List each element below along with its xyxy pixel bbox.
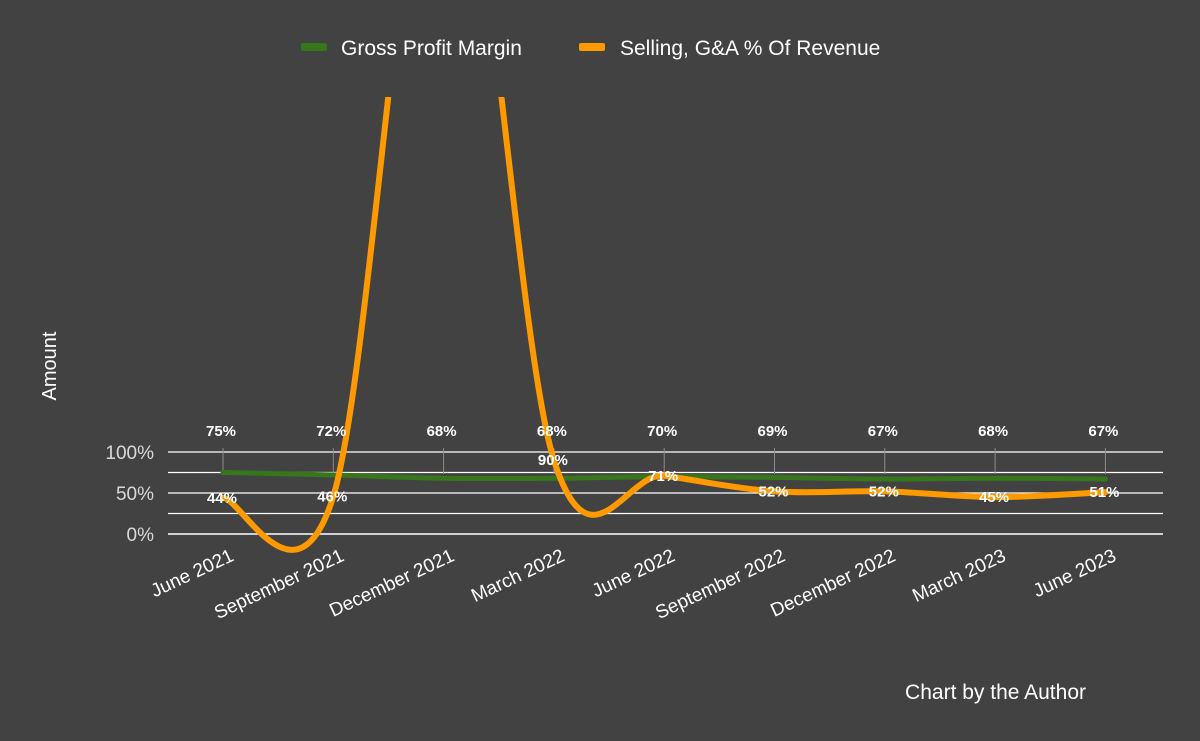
data-label-gross-profit: 67% (1088, 423, 1118, 440)
data-label-sga: 90% (538, 452, 568, 469)
x-tick-label: December 2022 (768, 545, 899, 621)
y-axis-title: Amount (39, 331, 61, 400)
series-lines (220, 97, 1109, 553)
data-label-sga: 52% (869, 483, 899, 500)
y-tick-label: 50% (116, 484, 154, 505)
x-tick-label: December 2021 (326, 545, 457, 621)
data-label-gross-profit: 72% (316, 423, 346, 440)
y-tick-label: 0% (127, 525, 155, 546)
data-label-sga: 51% (1089, 484, 1119, 501)
data-label-sga: 71% (648, 468, 678, 485)
data-label-gross-profit: 70% (647, 423, 677, 440)
x-tick-label: June 2022 (589, 545, 678, 602)
x-tick-label: March 2023 (909, 545, 1009, 606)
data-label-gross-profit: 67% (868, 423, 898, 440)
x-tick-label: March 2022 (468, 545, 568, 606)
legend-label: Selling, G&A % Of Revenue (620, 37, 880, 60)
chart-credit: Chart by the Author (905, 681, 1086, 704)
series-line-sga-percent-revenue (220, 97, 1109, 553)
legend-label: Gross Profit Margin (341, 37, 522, 60)
data-label-sga: 46% (317, 488, 347, 505)
x-tick-label: June 2023 (1030, 545, 1119, 602)
data-label-sga: 45% (979, 489, 1009, 506)
data-labels: 75% 72% 68% 68% 70% 69% 67% 68% 67% 44% 46% 90% 71% 5… (206, 423, 1119, 507)
data-label-gross-profit: 75% (206, 423, 236, 440)
y-tick-label: 100% (105, 443, 154, 464)
data-label-sga: 52% (758, 483, 788, 500)
data-label-gross-profit: 68% (978, 423, 1008, 440)
data-label-gross-profit: 68% (537, 423, 567, 440)
legend-swatch (301, 43, 327, 51)
data-label-sga: 44% (207, 490, 237, 507)
legend: Gross Profit Margin Selling, G&A % Of Rev… (301, 37, 880, 60)
x-tick-label: June 2021 (148, 545, 237, 602)
data-label-gross-profit: 69% (757, 423, 787, 440)
legend-swatch (579, 43, 605, 51)
y-axis-ticks: 0% 50% 100% (105, 443, 154, 546)
data-label-gross-profit: 68% (427, 423, 457, 440)
